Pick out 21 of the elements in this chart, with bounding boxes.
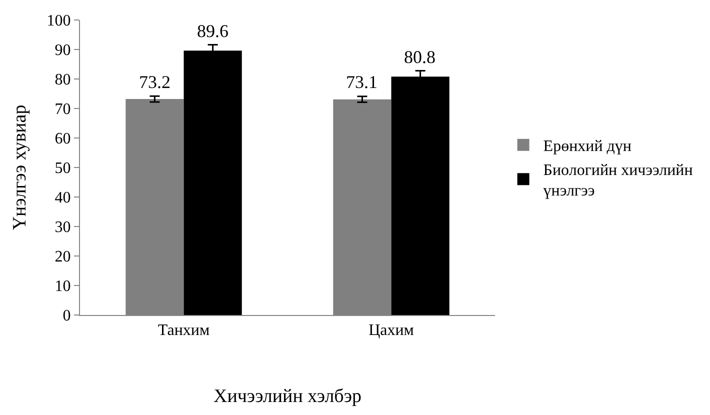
y-tick-label: 50: [54, 160, 71, 178]
y-tick-label: 20: [54, 248, 71, 266]
y-tick-label: 60: [54, 130, 71, 148]
y-tick-label: 40: [54, 190, 71, 207]
data-label: 89.6: [197, 21, 228, 41]
y-tick-label: 30: [54, 219, 71, 236]
y-tick-label: 90: [54, 42, 71, 60]
x-axis-title: Хичээлийн хэлбэр: [213, 386, 362, 407]
y-tick-label: 80: [54, 72, 71, 89]
legend-label: Биологийн хичээлийн үнэлгээ: [543, 162, 694, 200]
y-tick-label: 0: [62, 308, 71, 325]
x-tick-label: Цахим: [368, 322, 414, 340]
y-tick-label: 10: [54, 278, 71, 296]
legend-label: Ерөнхий дүн: [543, 138, 632, 156]
y-tick-label: 100: [46, 12, 71, 30]
y-axis-title: Үнэлгээ хувиар: [10, 104, 31, 230]
data-label: 80.8: [404, 47, 436, 67]
data-label: 73.1: [346, 72, 378, 92]
data-label: 73.2: [139, 72, 170, 92]
y-tick-label: 70: [54, 101, 71, 118]
x-tick-label: Танхим: [158, 322, 210, 340]
